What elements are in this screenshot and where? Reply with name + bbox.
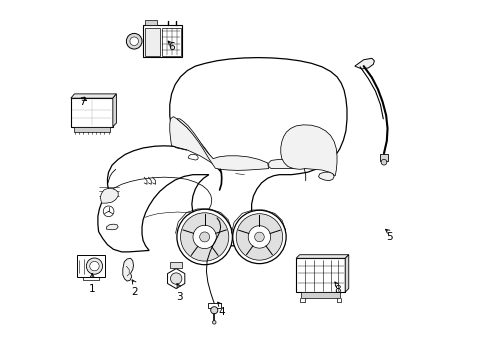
Polygon shape [77, 256, 105, 277]
Circle shape [212, 320, 216, 324]
Polygon shape [122, 258, 133, 281]
Polygon shape [379, 154, 387, 161]
Circle shape [90, 261, 99, 271]
Polygon shape [280, 125, 336, 176]
Polygon shape [161, 28, 181, 56]
Polygon shape [169, 117, 221, 173]
Circle shape [180, 213, 228, 261]
Text: 7: 7 [79, 97, 86, 107]
Circle shape [193, 225, 216, 249]
Polygon shape [268, 159, 303, 168]
Circle shape [232, 210, 285, 264]
Circle shape [236, 214, 282, 260]
Circle shape [177, 209, 232, 265]
Polygon shape [296, 255, 348, 258]
Circle shape [170, 273, 182, 284]
Polygon shape [301, 292, 339, 298]
Polygon shape [177, 119, 268, 170]
Text: 2: 2 [131, 287, 138, 297]
Circle shape [130, 37, 138, 45]
Polygon shape [354, 58, 374, 69]
Circle shape [210, 307, 217, 314]
Polygon shape [74, 127, 110, 132]
Polygon shape [296, 258, 345, 292]
Circle shape [248, 226, 270, 248]
Polygon shape [318, 172, 333, 181]
Polygon shape [71, 94, 116, 98]
Polygon shape [345, 255, 348, 292]
Text: 3: 3 [176, 292, 183, 302]
Polygon shape [100, 189, 118, 203]
Circle shape [380, 159, 386, 165]
Polygon shape [98, 58, 346, 252]
Text: 8: 8 [334, 285, 340, 295]
Circle shape [126, 33, 142, 49]
Text: 6: 6 [168, 41, 175, 51]
Text: 1: 1 [89, 284, 95, 293]
Circle shape [103, 206, 114, 217]
Polygon shape [170, 262, 182, 268]
Polygon shape [188, 154, 198, 160]
Polygon shape [167, 269, 184, 288]
Circle shape [199, 232, 209, 242]
Polygon shape [106, 224, 118, 230]
Polygon shape [113, 94, 116, 127]
Polygon shape [144, 28, 160, 56]
Text: 4: 4 [218, 307, 224, 318]
Polygon shape [143, 25, 182, 57]
Polygon shape [71, 98, 113, 127]
Circle shape [254, 232, 264, 242]
Polygon shape [207, 303, 220, 308]
Text: 5: 5 [386, 232, 392, 242]
Polygon shape [144, 19, 157, 25]
Circle shape [86, 258, 102, 274]
